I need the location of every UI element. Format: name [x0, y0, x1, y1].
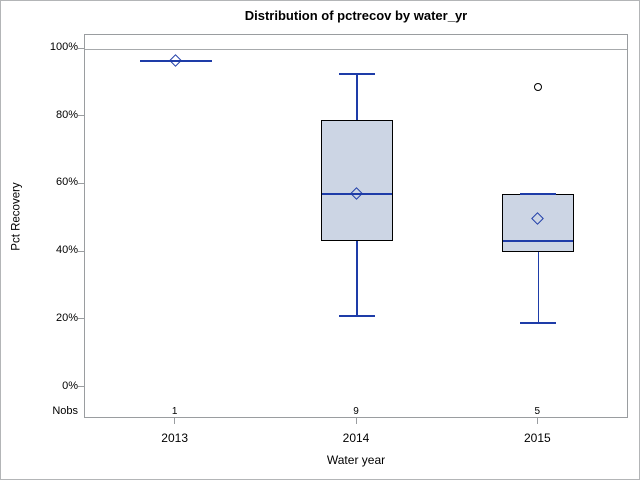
- plot-area: [84, 34, 628, 418]
- chart-title: Distribution of pctrecov by water_yr: [244, 8, 468, 23]
- x-axis-title: Water year: [326, 453, 386, 467]
- y-tick: [78, 386, 84, 387]
- y-tick-label: 0%: [62, 379, 78, 392]
- x-tick: [536, 418, 538, 424]
- whisker-cap-low: [520, 321, 557, 324]
- x-tick-label: 2015: [523, 431, 551, 445]
- nobs-value: 1: [171, 406, 178, 417]
- nobs-value: 5: [534, 406, 541, 417]
- x-tick-label: 2013: [161, 431, 188, 445]
- single-obs-line: [139, 60, 212, 63]
- x-tick: [174, 418, 176, 424]
- y-tick-label: 60%: [55, 176, 78, 189]
- y-tick: [78, 115, 84, 117]
- mean-marker: [168, 54, 182, 67]
- whisker-cap-low: [339, 314, 375, 317]
- y-axis-title: Pct Recovery: [10, 182, 23, 251]
- refline-100: [85, 49, 627, 50]
- nobs-value: 9: [353, 406, 359, 417]
- median-line: [322, 193, 392, 196]
- y-tick-label: 100%: [49, 41, 78, 53]
- y-tick-label: 80%: [55, 108, 78, 121]
- y-tick-label: 20%: [55, 311, 78, 324]
- whisker-cap-high: [520, 193, 557, 196]
- y-tick: [78, 250, 84, 252]
- y-tick-label: 40%: [55, 244, 78, 257]
- y-tick: [78, 318, 84, 320]
- x-tick-label: 2014: [342, 431, 370, 445]
- box-iqr: [321, 119, 393, 242]
- x-tick: [355, 418, 357, 424]
- whisker-cap-high: [339, 72, 375, 75]
- median-line: [503, 240, 574, 243]
- nobs-row-label: Nobs: [52, 405, 78, 417]
- outlier-marker: [534, 83, 543, 92]
- y-tick: [78, 182, 84, 184]
- whisker-line: [537, 194, 540, 323]
- y-tick: [78, 47, 84, 49]
